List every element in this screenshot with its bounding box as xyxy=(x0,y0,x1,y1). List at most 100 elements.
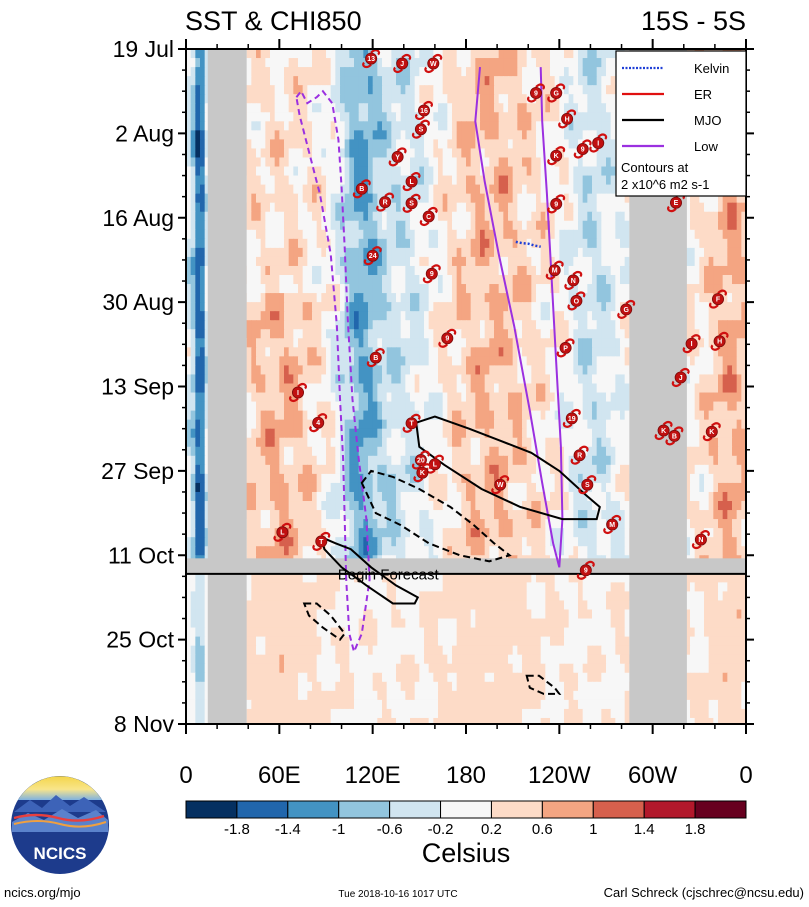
sst-cell xyxy=(540,193,546,204)
sst-cell xyxy=(396,401,402,412)
sst-cell xyxy=(452,148,458,159)
sst-cell xyxy=(606,356,612,367)
sst-cell xyxy=(326,49,332,59)
sst-cell xyxy=(503,365,509,376)
sst-cell xyxy=(260,238,266,249)
sst-cell xyxy=(452,76,458,86)
sst-cell xyxy=(312,58,318,68)
sst-cell xyxy=(573,320,579,330)
sst-cell xyxy=(307,356,313,367)
sst-cell xyxy=(526,103,532,113)
sst-cell xyxy=(354,202,360,213)
sst-cell xyxy=(438,320,444,330)
sst-cell xyxy=(354,103,360,113)
sst-cell xyxy=(298,193,304,204)
sst-cell xyxy=(400,76,406,86)
sst-cell xyxy=(484,67,490,77)
sst-cell xyxy=(186,256,192,267)
sst-cell xyxy=(554,302,560,312)
sst-cell xyxy=(340,229,346,240)
sst-cell xyxy=(508,193,514,204)
sst-cell xyxy=(200,247,206,258)
sst-cell xyxy=(704,347,710,357)
sst-cell xyxy=(596,112,602,122)
sst-cell xyxy=(368,410,374,421)
sst-cell xyxy=(200,202,206,213)
sst-cell xyxy=(410,211,416,222)
sst-cell xyxy=(517,284,523,294)
sst-cell xyxy=(377,220,383,231)
sst-cell xyxy=(190,374,196,385)
sst-cell xyxy=(503,103,509,113)
sst-cell xyxy=(564,49,570,59)
sst-cell xyxy=(270,338,276,348)
sst-cell xyxy=(363,265,369,276)
sst-cell xyxy=(620,238,626,249)
sst-cell xyxy=(386,410,392,421)
sst-cell xyxy=(489,112,495,122)
sst-cell xyxy=(442,112,448,122)
sst-cell xyxy=(568,166,574,177)
sst-cell xyxy=(522,49,528,59)
sst-cell xyxy=(438,202,444,213)
sst-cell xyxy=(340,383,346,394)
sst-cell xyxy=(200,112,206,122)
sst-cell xyxy=(615,220,621,231)
sst-cell xyxy=(428,311,434,321)
sst-cell xyxy=(265,392,271,403)
sst-cell xyxy=(722,275,728,285)
sst-cell xyxy=(564,365,570,376)
sst-cell xyxy=(489,356,495,367)
sst-cell xyxy=(540,76,546,86)
sst-cell xyxy=(204,383,210,394)
sst-cell xyxy=(564,58,570,68)
sst-cell xyxy=(256,229,262,240)
sst-cell xyxy=(349,320,355,330)
sst-cell xyxy=(704,410,710,421)
sst-cell xyxy=(190,238,196,249)
sst-cell xyxy=(316,293,322,303)
sst-cell xyxy=(377,76,383,86)
sst-cell xyxy=(610,103,616,113)
sst-cell xyxy=(340,94,346,104)
sst-cell xyxy=(568,121,574,131)
sst-cell xyxy=(265,401,271,412)
sst-cell xyxy=(354,401,360,412)
sst-cell xyxy=(312,94,318,104)
sst-cell xyxy=(582,320,588,330)
sst-cell xyxy=(344,320,350,330)
sst-cell xyxy=(601,338,607,348)
sst-cell xyxy=(428,76,434,86)
sst-cell xyxy=(690,383,696,394)
sst-cell xyxy=(405,401,411,412)
sst-cell xyxy=(377,238,383,249)
sst-cell xyxy=(531,401,537,412)
sst-cell xyxy=(256,238,262,249)
sst-cell xyxy=(475,121,481,131)
sst-cell xyxy=(433,67,439,77)
sst-cell xyxy=(204,256,210,267)
sst-cell xyxy=(736,193,742,204)
sst-cell xyxy=(592,157,598,168)
sst-cell xyxy=(508,67,514,77)
sst-cell xyxy=(559,67,565,77)
sst-cell xyxy=(568,184,574,195)
sst-cell xyxy=(610,320,616,330)
sst-cell xyxy=(363,76,369,86)
sst-cell xyxy=(718,392,724,403)
sst-cell xyxy=(573,247,579,258)
sst-cell xyxy=(447,302,453,312)
sst-cell xyxy=(260,112,266,122)
sst-cell xyxy=(573,284,579,294)
sst-cell xyxy=(494,175,500,186)
sst-cell xyxy=(246,220,252,231)
sst-cell xyxy=(391,211,397,222)
sst-cell xyxy=(620,356,626,367)
sst-cell xyxy=(568,175,574,186)
sst-cell xyxy=(596,76,602,86)
sst-cell xyxy=(461,139,467,150)
sst-cell xyxy=(335,175,341,186)
sst-cell xyxy=(550,211,556,222)
sst-cell xyxy=(559,329,565,339)
sst-cell xyxy=(512,284,518,294)
